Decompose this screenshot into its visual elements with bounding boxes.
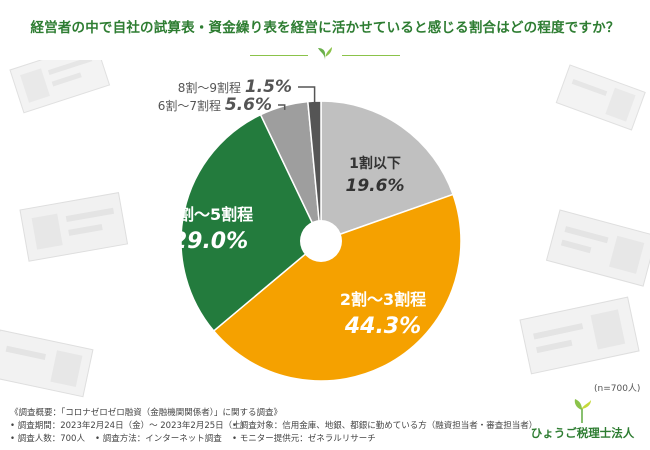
leaf-icon [318, 47, 332, 60]
slice-value-5: 1.5% [245, 77, 292, 97]
survey-provider: • モニター提供元：ゼネラルリサーチ [232, 434, 376, 444]
slice-label-3: 4割～5割程 [167, 205, 253, 224]
divider-line-left [250, 55, 308, 56]
title-divider [250, 44, 400, 64]
slice-value-2: 44.3% [344, 314, 421, 339]
slice-label-5: 8割～9割程 1.5% [178, 77, 292, 97]
money-decoration-left [0, 60, 129, 398]
survey-method: • 調査方法：インターネット調査 [95, 434, 222, 444]
survey-overview: 《調査概要：「コロナゼロゼロ融資（金融機関関係者）」に関する調査》 • 調査期間… [10, 407, 537, 446]
leader-line-4 [278, 104, 286, 110]
slice-label-2: 2割～3割程 [340, 290, 426, 309]
divider-line-right [342, 55, 400, 56]
sample-size-note: (n=700人) [594, 384, 641, 394]
sprout-logo-icon [574, 399, 591, 423]
pie-center-hole [300, 220, 342, 262]
slice-label-4: 6割～7割程 5.6% [158, 95, 272, 115]
money-decoration-right [519, 64, 650, 375]
survey-count: • 調査人数：700人 [10, 434, 85, 444]
company-logo: ひょうご税理士法人 [520, 396, 645, 446]
slice-label-1: 1割以下 [349, 155, 401, 172]
leader-line-5 [298, 86, 316, 106]
pie-slice-2 [212, 193, 462, 382]
slice-value-1: 19.6% [346, 176, 405, 196]
survey-target: • 調査対象：信用金庫、地銀、都銀に勤めている方（融資担当者・審査担当者） [232, 421, 538, 431]
survey-period: • 調査期間：2023年2月24日（金）～ 2023年2月25日（土） [10, 421, 250, 431]
chart-title: 経営者の中で自社の試算表・資金繰り表を経営に活かせていると感じる割合はどの程度で… [30, 20, 620, 36]
survey-heading: 《調査概要：「コロナゼロゼロ融資（金融機関関係者）」に関する調査》 [10, 408, 283, 418]
company-name: ひょうご税理士法人 [530, 426, 635, 440]
slice-value-4: 5.6% [225, 95, 272, 115]
slice-value-3: 29.0% [172, 229, 248, 254]
